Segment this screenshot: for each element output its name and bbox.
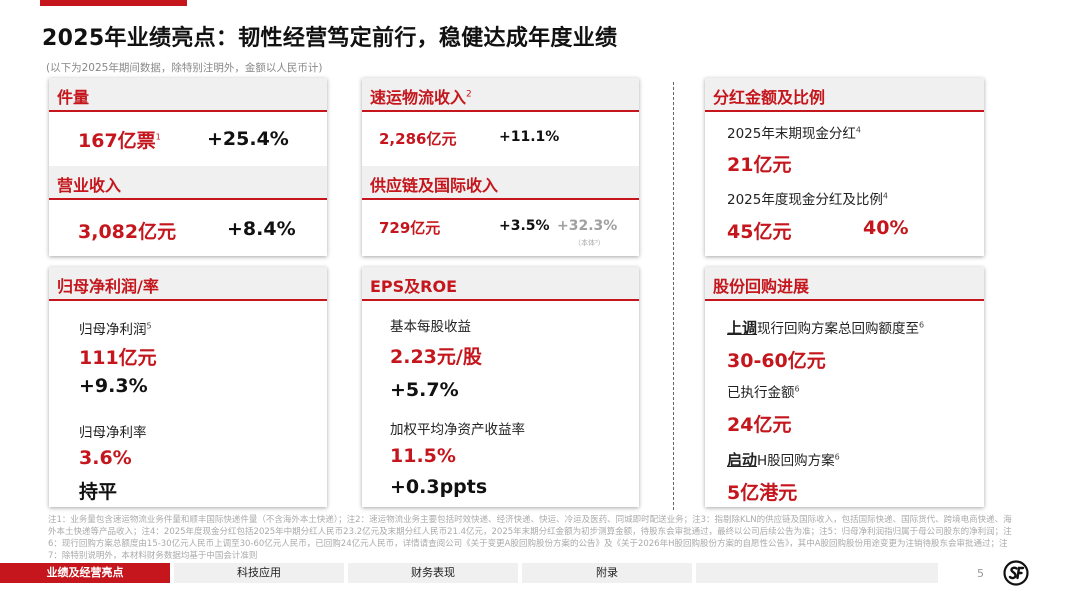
buyback-quota-value: 30-60亿元 [727,350,826,372]
express-supplychain-card: 速运物流收入2 2,286亿元 +11.1% 供应链及国际收入 729亿元 +3… [362,78,639,256]
page-title: 2025年业绩亮点：韧性经营笃定前行，稳健达成年度业绩 [42,26,618,51]
supply-chain-growth: +3.5% [499,218,550,234]
roe-value: 11.5% [390,445,456,467]
dividend-header-label: 分红金额及比例 [713,88,826,107]
nav-tab-technology[interactable]: 科技应用 [174,563,344,583]
page-subtitle: (以下为2025年期间数据，除特别注明外，金额以人民币计) [46,62,323,74]
section-divider [673,82,674,510]
net-margin-change: 持平 [79,481,118,503]
buyback-quota-label: 上调现行回购方案总回购额度至6 [727,319,925,337]
dividend-header: 分红金额及比例 [705,78,984,112]
buyback-executed-label: 已执行金额6 [727,384,800,402]
dividend-card: 分红金额及比例 2025年末期现金分红4 21亿元 2025年度现金分红及比例4… [705,78,984,256]
dividend-final-label: 2025年末期现金分红4 [727,125,861,143]
dividend-annual-value: 45亿元 [727,221,792,243]
buyback-header: 股份回购进展 [705,267,984,301]
net-profit-growth: +9.3% [79,375,148,397]
roe-change: +0.3ppts [390,476,488,498]
volume-header-label: 件量 [57,88,90,107]
supply-chain-standalone-note: （本体³） [574,239,605,247]
volume-growth: +25.4% [207,128,289,150]
revenue-header: 营业收入 [49,166,327,200]
net-margin-label: 归母净利率 [79,425,147,441]
buyback-header-label: 股份回购进展 [713,277,810,296]
net-profit-header-label: 归母净利润/率 [57,277,159,296]
buyback-h-share-value: 5亿港元 [727,482,798,504]
page-number: 5 [977,567,984,580]
net-margin-value: 3.6% [79,447,132,469]
supply-chain-header: 供应链及国际收入 [362,166,639,200]
supply-chain-value: 729亿元 [379,219,441,237]
supply-chain-growth-standalone: +32.3% [557,218,618,234]
nav-tab-appendix[interactable]: 附录 [522,563,692,583]
net-profit-card: 归母净利润/率 归母净利润5 111亿元 +9.3% 归母净利率 3.6% 持平 [49,267,327,507]
volume-revenue-card: 件量 167亿票1 +25.4% 营业收入 3,082亿元 +8.4% [49,78,327,256]
buyback-executed-value: 24亿元 [727,414,792,436]
eps-roe-header-label: EPS及ROE [370,277,458,296]
eps-label: 基本每股收益 [390,319,471,335]
roe-label: 加权平均净资产收益率 [390,422,525,438]
nav-tab-highlights[interactable]: 业绩及经营亮点 [0,563,170,583]
revenue-header-label: 营业收入 [57,176,122,195]
dividend-annual-label: 2025年度现金分红及比例4 [727,191,888,209]
footnotes: 注1：业务量包含速运物流业务件量和顺丰国际快递件量（不含海外本土快递）；注2：速… [48,515,1012,561]
express-header-label: 速运物流收入2 [370,88,472,107]
dividend-annual-ratio: 40% [863,217,909,239]
buyback-card: 股份回购进展 上调现行回购方案总回购额度至6 30-60亿元 已执行金额6 24… [705,267,984,507]
nav-tab-financials[interactable]: 财务表现 [348,563,518,583]
eps-roe-card: EPS及ROE 基本每股收益 2.23元/股 +5.7% 加权平均净资产收益率 … [362,267,639,507]
net-profit-value: 111亿元 [79,347,157,369]
top-accent-bar [40,0,187,6]
volume-header: 件量 [49,78,327,112]
eps-roe-header: EPS及ROE [362,267,639,301]
eps-value: 2.23元/股 [390,346,482,368]
net-profit-header: 归母净利润/率 [49,267,327,301]
express-value: 2,286亿元 [379,130,457,148]
supply-chain-header-label: 供应链及国际收入 [370,176,499,195]
nav-tab-blank[interactable] [696,563,938,583]
dividend-final-value: 21亿元 [727,154,792,176]
revenue-growth: +8.4% [227,218,296,240]
volume-value: 167亿票1 [78,130,161,152]
eps-growth: +5.7% [390,379,459,401]
sf-logo-icon [1003,560,1029,586]
express-growth: +11.1% [499,129,560,145]
net-profit-label: 归母净利润5 [79,321,152,339]
express-header: 速运物流收入2 [362,78,639,112]
buyback-h-share-label: 启动H股回购方案6 [727,451,840,469]
revenue-value: 3,082亿元 [78,221,177,243]
